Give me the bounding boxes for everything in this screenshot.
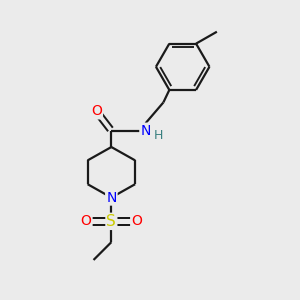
- Text: O: O: [81, 214, 92, 228]
- Text: O: O: [131, 214, 142, 228]
- Text: O: O: [91, 104, 102, 118]
- Text: S: S: [106, 214, 116, 229]
- Text: H: H: [154, 129, 164, 142]
- Text: N: N: [106, 190, 116, 205]
- Text: N: N: [140, 124, 151, 138]
